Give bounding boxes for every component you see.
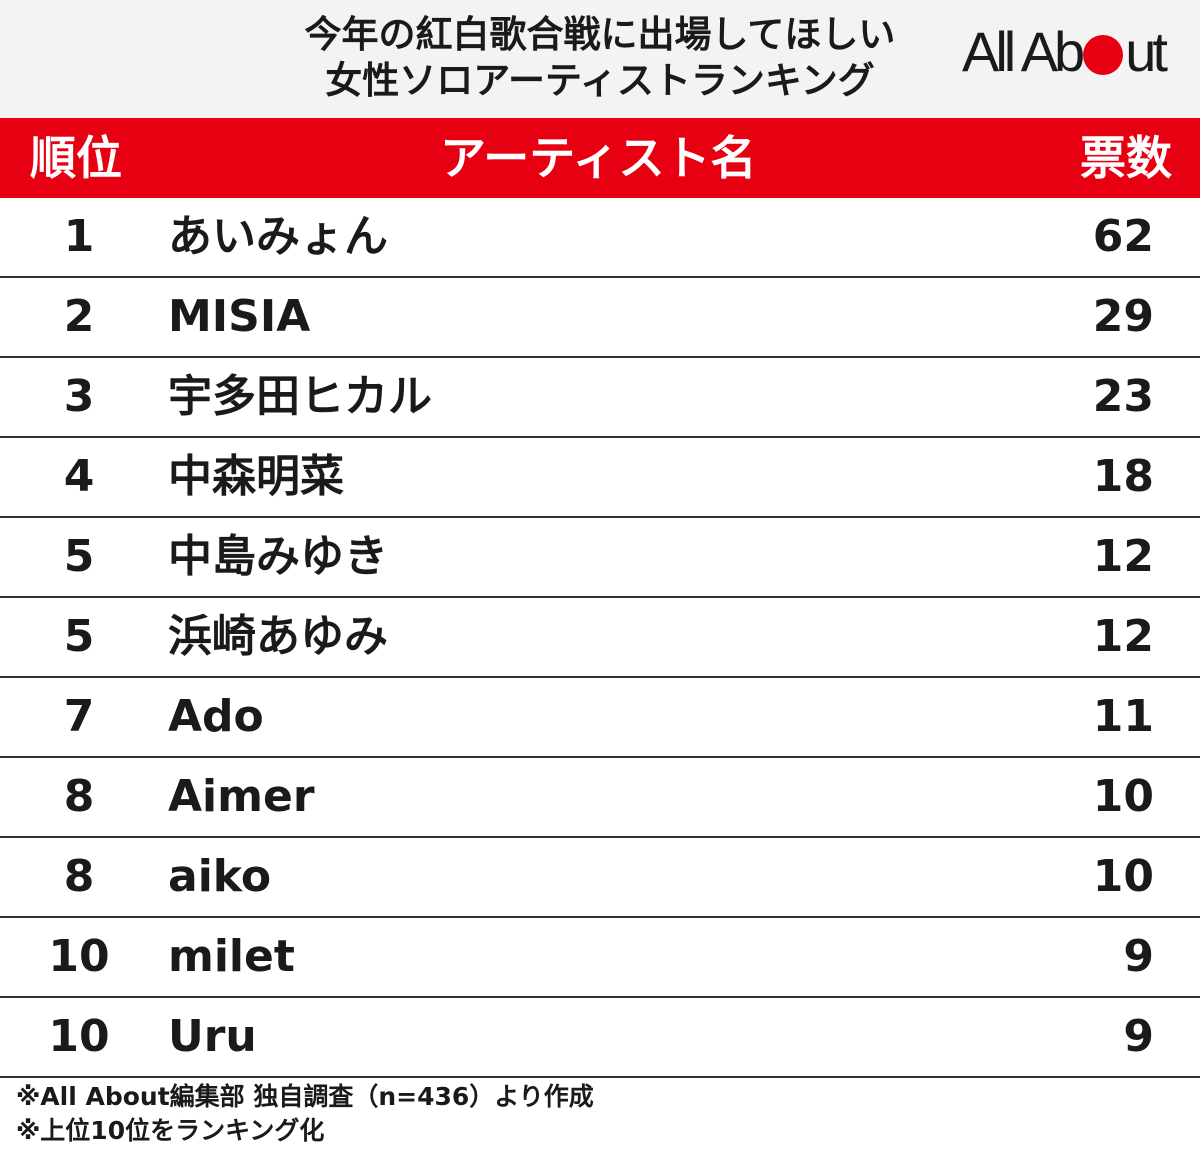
column-header-votes: 票数 — [1080, 131, 1172, 185]
votes-cell: 12 — [1092, 611, 1154, 662]
footnote-source: ※All About編集部 独自調査（n=436）より作成 — [16, 1082, 594, 1111]
artist-name-cell: MISIA — [168, 291, 311, 342]
table-row: 1 あいみょん 62 — [0, 198, 1200, 278]
table-row: 10 Uru 9 — [0, 998, 1200, 1078]
footnotes: ※All About編集部 独自調査（n=436）より作成 ※上位10位をランキ… — [16, 1080, 594, 1148]
column-header-artist: アーティスト名 — [440, 131, 757, 185]
rank-cell: 4 — [63, 451, 95, 502]
rank-cell: 1 — [63, 211, 95, 262]
artist-name-cell: 中森明菜 — [168, 451, 344, 502]
artist-name-cell: 中島みゆき — [168, 531, 388, 582]
table-row: 7 Ado 11 — [0, 678, 1200, 758]
column-header-rank: 順位 — [30, 131, 122, 185]
header: 今年の紅白歌合戦に出場してほしい 女性ソロアーティストランキング All Ab u… — [0, 0, 1200, 118]
votes-cell: 18 — [1092, 451, 1154, 502]
artist-name-cell: 宇多田ヒカル — [168, 371, 432, 422]
rank-cell: 10 — [48, 1011, 110, 1062]
rank-cell: 8 — [63, 851, 95, 902]
table-row: 4 中森明菜 18 — [0, 438, 1200, 518]
artist-name-cell: 浜崎あゆみ — [168, 611, 388, 662]
logo-text-right: ut — [1125, 20, 1168, 83]
votes-cell: 10 — [1092, 771, 1154, 822]
artist-name-cell: aiko — [168, 851, 272, 902]
title-line-1: 今年の紅白歌合戦に出場してほしい — [304, 13, 896, 56]
table-row: 5 中島みゆき 12 — [0, 518, 1200, 598]
votes-cell: 9 — [1123, 931, 1154, 982]
logo-red-dot-icon — [1083, 35, 1124, 75]
footnote-method: ※上位10位をランキング化 — [16, 1116, 325, 1145]
table-row: 3 宇多田ヒカル 23 — [0, 358, 1200, 438]
page-title: 今年の紅白歌合戦に出場してほしい 女性ソロアーティストランキング — [240, 12, 960, 104]
artist-name-cell: あいみょん — [168, 211, 388, 262]
artist-name-cell: milet — [168, 931, 295, 982]
table-row: 5 浜崎あゆみ 12 — [0, 598, 1200, 678]
artist-name-cell: Uru — [168, 1011, 257, 1062]
votes-cell: 11 — [1092, 691, 1154, 742]
all-about-logo: All Ab ut — [962, 20, 1168, 83]
rank-cell: 10 — [48, 931, 110, 982]
table-row: 2 MISIA 29 — [0, 278, 1200, 358]
table-row: 8 Aimer 10 — [0, 758, 1200, 838]
logo-text-left: All Ab — [962, 20, 1085, 83]
votes-cell: 9 — [1123, 1011, 1154, 1062]
votes-cell: 62 — [1092, 211, 1154, 262]
rank-cell: 2 — [63, 291, 95, 342]
rank-cell: 5 — [63, 611, 95, 662]
rank-cell: 3 — [63, 371, 95, 422]
artist-name-cell: Ado — [168, 691, 264, 742]
votes-cell: 12 — [1092, 531, 1154, 582]
rank-cell: 7 — [63, 691, 95, 742]
votes-cell: 23 — [1092, 371, 1154, 422]
table-row: 10 milet 9 — [0, 918, 1200, 998]
rank-cell: 5 — [63, 531, 95, 582]
votes-cell: 29 — [1092, 291, 1154, 342]
ranking-table-body: 1 あいみょん 62 2 MISIA 29 3 宇多田ヒカル 23 4 中森明菜 18 5 中島みゆき 12… — [0, 198, 1200, 1078]
table-header: 順位 アーティスト名 票数 — [0, 118, 1200, 198]
title-line-2: 女性ソロアーティストランキング — [325, 59, 875, 102]
votes-cell: 10 — [1092, 851, 1154, 902]
artist-name-cell: Aimer — [168, 771, 315, 822]
table-row: 8 aiko 10 — [0, 838, 1200, 918]
rank-cell: 8 — [63, 771, 95, 822]
